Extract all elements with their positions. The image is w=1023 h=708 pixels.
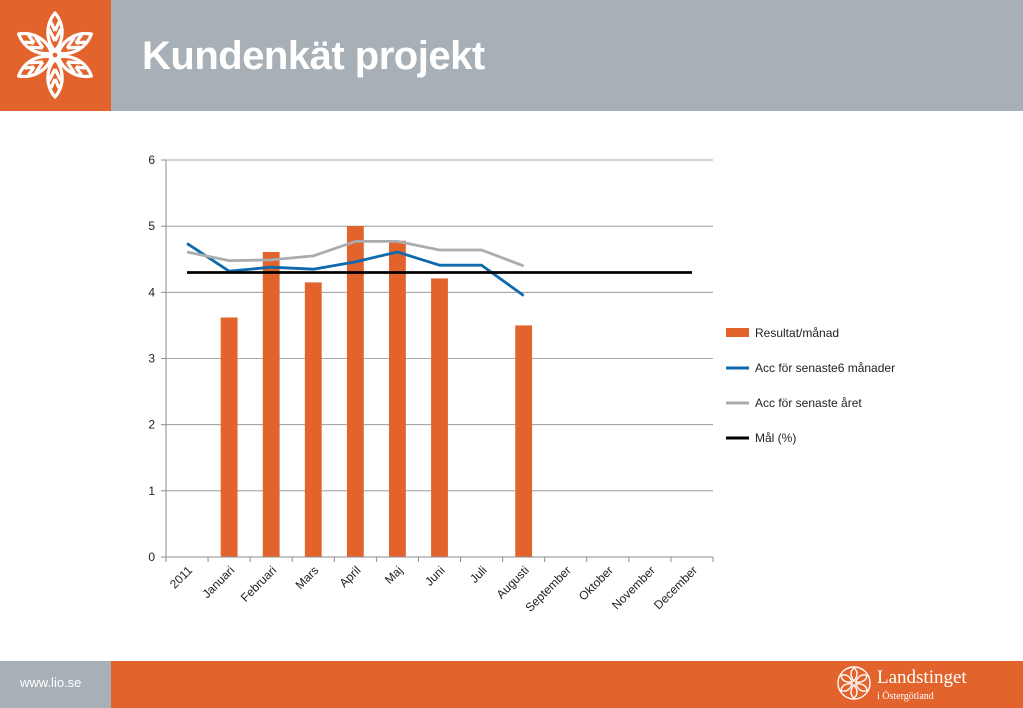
snowflake-flower-icon bbox=[13, 11, 97, 99]
legend-label: Resultat/månad bbox=[755, 326, 839, 340]
legend-label: Acc för senaste året bbox=[755, 396, 862, 410]
y-tick-label: 3 bbox=[148, 352, 155, 366]
legend-swatch bbox=[726, 328, 749, 337]
x-tick-label: December bbox=[651, 563, 700, 612]
bar bbox=[220, 317, 238, 557]
footer-bar: www.lio.se Landstinget i Östergötland bbox=[0, 661, 1023, 708]
bar bbox=[389, 240, 406, 557]
y-tick-label: 4 bbox=[148, 285, 155, 299]
bar-layer bbox=[220, 226, 533, 557]
x-tick-label: 2011 bbox=[167, 563, 195, 591]
series-line bbox=[186, 242, 525, 297]
bar bbox=[304, 282, 322, 557]
brand-name: Landstinget bbox=[877, 667, 967, 688]
legend-label: Acc för senaste6 månader bbox=[755, 361, 895, 375]
x-tick-label: Januari bbox=[200, 563, 238, 601]
x-tick-label: Oktober bbox=[576, 563, 616, 603]
y-tick-label: 1 bbox=[148, 484, 155, 498]
line-layer bbox=[186, 240, 692, 297]
chart: 0 1 2 3 4 5 6 2011 Januari Februari Mars April Maj Ju… bbox=[148, 153, 895, 615]
x-tick-label: Februari bbox=[238, 563, 279, 604]
x-tick-label: September bbox=[522, 563, 573, 614]
logo-tile bbox=[0, 0, 111, 111]
header-bar: Kundenkät projekt bbox=[0, 0, 1023, 111]
legend-label: Mål (%) bbox=[755, 431, 796, 445]
x-tick-label: April bbox=[337, 563, 364, 590]
x-tick-label: Mars bbox=[293, 563, 322, 592]
y-tick-label: 6 bbox=[148, 153, 155, 167]
footer-left-tile: www.lio.se bbox=[0, 661, 111, 708]
legend: Resultat/månad Acc för senaste6 månader Ac… bbox=[726, 326, 895, 445]
y-tick-label: 0 bbox=[148, 550, 155, 564]
bar bbox=[346, 226, 364, 557]
x-tick-label: November bbox=[609, 563, 658, 612]
series-line bbox=[186, 240, 525, 268]
bar bbox=[431, 278, 448, 557]
y-tick-label: 5 bbox=[148, 219, 155, 233]
brand-subtitle: i Östergötland bbox=[877, 691, 934, 702]
page-title: Kundenkät projekt bbox=[142, 34, 485, 78]
website-link[interactable]: www.lio.se bbox=[20, 675, 82, 690]
y-tick-label: 2 bbox=[148, 418, 155, 432]
bar bbox=[262, 251, 280, 557]
bar bbox=[515, 325, 533, 557]
x-tick-label: Maj bbox=[382, 563, 406, 587]
x-tick-label: Juli bbox=[467, 563, 490, 586]
landstinget-logo-icon bbox=[837, 666, 871, 700]
x-tick-label: Augusti bbox=[494, 563, 532, 601]
x-tick-label: Juni bbox=[422, 563, 447, 588]
